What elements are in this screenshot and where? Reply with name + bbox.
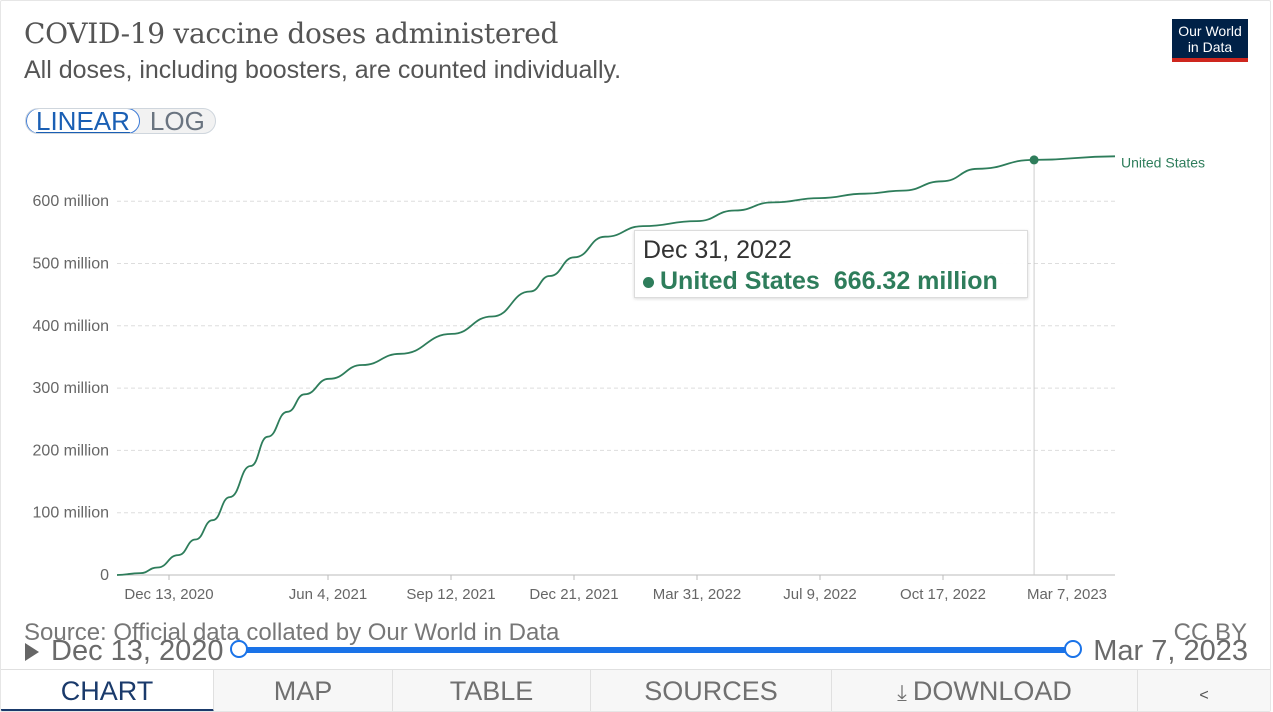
owid-logo[interactable]: Our World in Data (1172, 19, 1248, 62)
share-icon: < (1199, 687, 1209, 704)
scale-toggle[interactable]: LINEAR LOG (25, 108, 216, 134)
logo-line1: Our World (1178, 23, 1242, 39)
timeline: Dec 13, 2020 Mar 7, 2023 (1, 633, 1270, 669)
chart-subtitle: All doses, including boosters, are count… (24, 56, 622, 84)
series-label: United States (1121, 154, 1205, 170)
series-dot-icon (643, 276, 654, 288)
y-tick-label: 500 million (33, 256, 109, 273)
x-tick-label: Dec 21, 2021 (529, 586, 618, 603)
tab-bar: CHART MAP TABLE SOURCES ⤓ DOWNLOAD < (1, 669, 1270, 711)
linear-scale-button[interactable]: LINEAR (26, 109, 140, 133)
y-tick-label: 400 million (33, 318, 109, 335)
tab-sources[interactable]: SOURCES (591, 670, 832, 711)
timeline-start-label: Dec 13, 2020 (51, 635, 224, 667)
tab-chart[interactable]: CHART (1, 670, 214, 711)
series-line-united-states (116, 155, 1116, 576)
y-tick-label: 600 million (33, 193, 109, 210)
chart-title: COVID-19 vaccine doses administered (24, 17, 559, 50)
x-tick-label: Dec 13, 2020 (124, 586, 213, 603)
play-icon[interactable] (25, 643, 39, 661)
chart-tooltip: Dec 31, 2022 United States 666.32 million (634, 230, 1028, 298)
timeline-end-handle[interactable] (1064, 640, 1082, 658)
tooltip-date: Dec 31, 2022 (643, 236, 792, 264)
tooltip-value: 666.32 million (833, 267, 998, 295)
x-tick-label: Mar 31, 2022 (653, 586, 741, 603)
download-icon: ⤓ (897, 680, 907, 705)
line-chart[interactable]: 0 100 million 200 million 300 million 400 mi… (1, 141, 1270, 611)
license-link[interactable]: CC BY (1173, 619, 1247, 646)
tooltip-row: United States 666.32 million (643, 267, 1019, 296)
x-tick-label: Jun 4, 2021 (289, 586, 367, 603)
timeline-start-handle[interactable] (230, 640, 248, 658)
logo-bar (1172, 58, 1248, 62)
y-tick-label: 200 million (33, 442, 109, 459)
timeline-end-label: Mar 7, 2023 (1093, 635, 1248, 667)
y-tick-label: 100 million (33, 505, 109, 522)
y-tick-label: 0 (100, 567, 109, 584)
tab-map[interactable]: MAP (214, 670, 393, 711)
tooltip-series: United States (660, 267, 820, 295)
tab-table[interactable]: TABLE (393, 670, 591, 711)
x-tick-label: Oct 17, 2022 (900, 586, 986, 603)
tab-download-label: DOWNLOAD (912, 676, 1072, 706)
x-tick-label: Mar 7, 2023 (1027, 586, 1107, 603)
source-link[interactable]: Source: Official data collated by Our Wo… (24, 619, 560, 646)
y-tick-label: 300 million (33, 380, 109, 397)
timeline-track[interactable] (239, 647, 1073, 653)
x-tick-label: Sep 12, 2021 (406, 586, 495, 603)
highlight-point (1029, 155, 1039, 165)
logo-line2: in Data (1187, 39, 1233, 55)
tab-download[interactable]: ⤓ DOWNLOAD (832, 670, 1138, 711)
tab-share[interactable]: < (1138, 670, 1270, 711)
log-scale-button[interactable]: LOG (149, 108, 205, 134)
x-tick-label: Jul 9, 2022 (783, 586, 856, 603)
